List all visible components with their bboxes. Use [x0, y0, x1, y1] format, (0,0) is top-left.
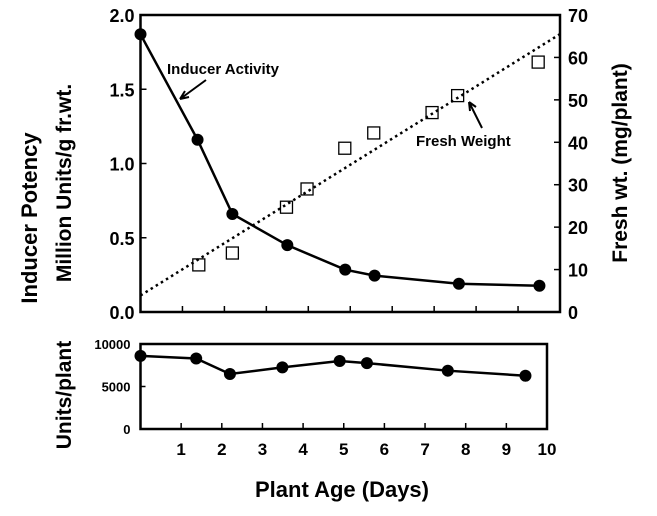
- y-tick-label: 5000: [102, 380, 131, 395]
- y2-tick-label: 60: [568, 48, 588, 68]
- annotation-inducer-activity: Inducer Activity: [167, 61, 280, 78]
- inducer-activity-point: [339, 263, 352, 276]
- fresh-weight-point: [450, 88, 465, 103]
- y-tick-label: 0.0: [109, 303, 134, 323]
- x-tick-label: 6: [380, 440, 389, 459]
- inducer-activity-point: [533, 279, 546, 292]
- y2-tick-label: 10: [568, 261, 588, 281]
- fresh-weight-point: [367, 126, 381, 140]
- fresh-weight-point: [192, 258, 206, 272]
- x-tick-label: 3: [258, 440, 267, 459]
- x-tick-label: 1: [176, 440, 185, 459]
- x-tick-label: 9: [502, 440, 511, 459]
- fresh-weight-point: [338, 141, 352, 155]
- units-per-plant-point: [333, 355, 346, 367]
- x-tick-label: 2: [217, 440, 226, 459]
- units-per-plant-line: [140, 354, 526, 377]
- y-tick-label: 2.0: [109, 6, 134, 26]
- y-tick-label: 0: [123, 422, 130, 437]
- fresh-weight-point: [225, 246, 240, 260]
- y-tick-label: 10000: [94, 337, 130, 352]
- fresh-weight-fit-line: [139, 33, 561, 297]
- inducer-activity-point: [452, 277, 465, 290]
- ylabel-top: Million Units/g fr.wt.: [53, 84, 76, 282]
- y2label: Fresh wt. (mg/plant): [609, 63, 632, 263]
- x-tick-label: 4: [298, 440, 308, 459]
- y2-tick-label: 40: [568, 133, 588, 153]
- inducer-activity-line: [139, 33, 540, 287]
- y2-tick-label: 30: [568, 176, 588, 196]
- inducer-activity-point: [226, 207, 239, 220]
- xlabel: Plant Age (Days): [255, 477, 429, 502]
- x-tick-label: 5: [339, 440, 348, 459]
- units-per-plant-point: [360, 357, 373, 370]
- inducer-activity-point: [134, 28, 147, 41]
- y2-tick-label: 0: [568, 303, 578, 323]
- inducer-activity-point: [368, 269, 381, 282]
- fresh-weight-point: [300, 182, 314, 196]
- inducer-activity-point: [191, 133, 204, 146]
- fresh-weight-point: [279, 200, 294, 214]
- units-per-plant-point: [276, 361, 289, 374]
- ylabel-bottom: Units/plant: [53, 341, 76, 450]
- x-tick-label: 8: [461, 440, 470, 459]
- y-tick-label: 0.5: [109, 229, 134, 249]
- y-tick-label: 1.0: [109, 155, 134, 175]
- y2-tick-label: 20: [568, 218, 588, 238]
- y2-tick-label: 70: [568, 6, 588, 26]
- ylabel-outer: Inducer Potency: [17, 132, 42, 304]
- inducer-activity-point: [281, 239, 294, 252]
- units-per-plant-point: [519, 369, 532, 382]
- units-per-plant-point: [223, 368, 236, 381]
- units-per-plant-point: [190, 352, 203, 365]
- annotation-fresh-weight: Fresh Weight: [416, 133, 511, 150]
- x-tick-label: 7: [420, 440, 429, 459]
- fresh-weight-arrow: [468, 101, 483, 129]
- inducer-activity-arrow: [179, 79, 207, 100]
- units-per-plant-point: [134, 349, 147, 362]
- x-tick-label: 10: [538, 440, 557, 459]
- units-per-plant-point: [441, 364, 454, 377]
- fresh-weight-point: [531, 55, 545, 69]
- y2-tick-label: 50: [568, 91, 588, 111]
- y-tick-label: 1.5: [109, 80, 134, 100]
- fresh-weight-point: [425, 105, 439, 120]
